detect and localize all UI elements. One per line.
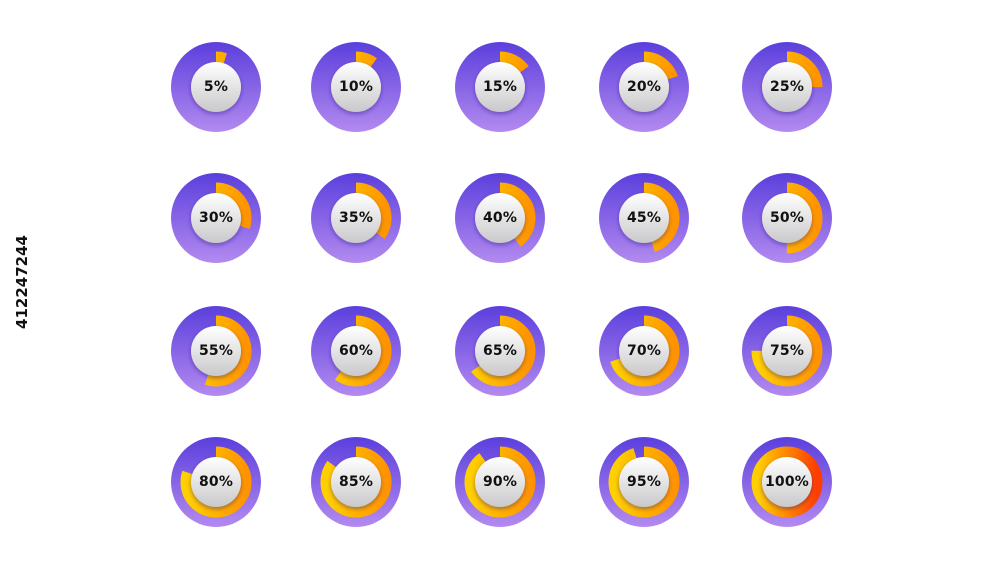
progress-gauge: 15%	[454, 41, 546, 133]
gauge-center	[475, 62, 525, 112]
progress-gauge: 40%	[454, 172, 546, 264]
gauge-center	[619, 62, 669, 112]
progress-gauge: 80%	[170, 436, 262, 528]
progress-gauge: 65%	[454, 305, 546, 397]
gauge-progress-arc	[608, 51, 680, 123]
progress-gauge: 100%	[741, 436, 833, 528]
gauge-center	[619, 193, 669, 243]
progress-gauge: 90%	[454, 436, 546, 528]
gauge-label: 70%	[626, 343, 662, 359]
progress-gauge: 75%	[741, 305, 833, 397]
gauge-label: 30%	[198, 210, 234, 226]
gauge-center	[762, 62, 812, 112]
gauge-progress-arc	[320, 182, 392, 254]
gauge-label: 15%	[482, 79, 518, 95]
gauge-center	[475, 193, 525, 243]
progress-gauge: 55%	[170, 305, 262, 397]
gauge-label: 75%	[769, 343, 805, 359]
gauge-progress-arc	[608, 446, 680, 518]
gauge-center	[762, 326, 812, 376]
gauge-label: 40%	[482, 210, 518, 226]
progress-gauge: 85%	[310, 436, 402, 528]
gauge-center	[331, 457, 381, 507]
gauge-center	[191, 62, 241, 112]
progress-gauge: 70%	[598, 305, 690, 397]
gauge-label: 25%	[769, 79, 805, 95]
gauge-progress-arc	[180, 446, 252, 518]
gauge-progress-arc	[751, 315, 823, 387]
gauge-label: 95%	[626, 474, 662, 490]
gauge-center	[191, 193, 241, 243]
gauge-progress-arc	[751, 446, 823, 518]
gauge-center	[475, 326, 525, 376]
gauge-progress-arc	[320, 315, 392, 387]
gauge-center	[762, 457, 812, 507]
gauge-progress-arc	[180, 182, 252, 254]
gauge-progress-arc	[320, 446, 392, 518]
gauge-label: 35%	[338, 210, 374, 226]
gauge-progress-arc	[320, 51, 392, 123]
gauge-center	[619, 326, 669, 376]
gauge-center	[331, 326, 381, 376]
progress-gauge: 10%	[310, 41, 402, 133]
gauge-label: 80%	[198, 474, 234, 490]
progress-gauge: 35%	[310, 172, 402, 264]
progress-gauge: 45%	[598, 172, 690, 264]
gauge-label: 60%	[338, 343, 374, 359]
gauge-progress-arc	[464, 51, 536, 123]
progress-gauge: 95%	[598, 436, 690, 528]
gauge-center	[331, 62, 381, 112]
gauge-center	[191, 326, 241, 376]
gauge-progress-arc	[464, 182, 536, 254]
gauge-progress-arc	[180, 51, 252, 123]
progress-gauge: 20%	[598, 41, 690, 133]
gauge-center	[331, 193, 381, 243]
progress-gauge: 30%	[170, 172, 262, 264]
stock-id-text: 412247244	[13, 235, 31, 329]
gauge-progress-arc	[608, 315, 680, 387]
progress-gauge: 50%	[741, 172, 833, 264]
gauge-label: 55%	[198, 343, 234, 359]
gauge-label: 50%	[769, 210, 805, 226]
gauge-center	[191, 457, 241, 507]
gauge-center	[619, 457, 669, 507]
gauge-label: 45%	[626, 210, 662, 226]
gauge-center	[475, 457, 525, 507]
gauge-label: 100%	[764, 474, 810, 490]
gauge-progress-arc	[751, 182, 823, 254]
gauge-label: 20%	[626, 79, 662, 95]
progress-gauge: 60%	[310, 305, 402, 397]
gauge-label: 5%	[203, 79, 229, 95]
gauge-progress-arc	[180, 315, 252, 387]
progress-gauge: 5%	[170, 41, 262, 133]
gauge-label: 10%	[338, 79, 374, 95]
gauge-progress-arc	[464, 446, 536, 518]
gauge-center	[762, 193, 812, 243]
gauge-label: 90%	[482, 474, 518, 490]
progress-gauge: 25%	[741, 41, 833, 133]
gauge-progress-arc	[464, 315, 536, 387]
gauge-progress-arc	[751, 51, 823, 123]
gauge-label: 65%	[482, 343, 518, 359]
gauge-progress-arc	[608, 182, 680, 254]
gauge-label: 85%	[338, 474, 374, 490]
